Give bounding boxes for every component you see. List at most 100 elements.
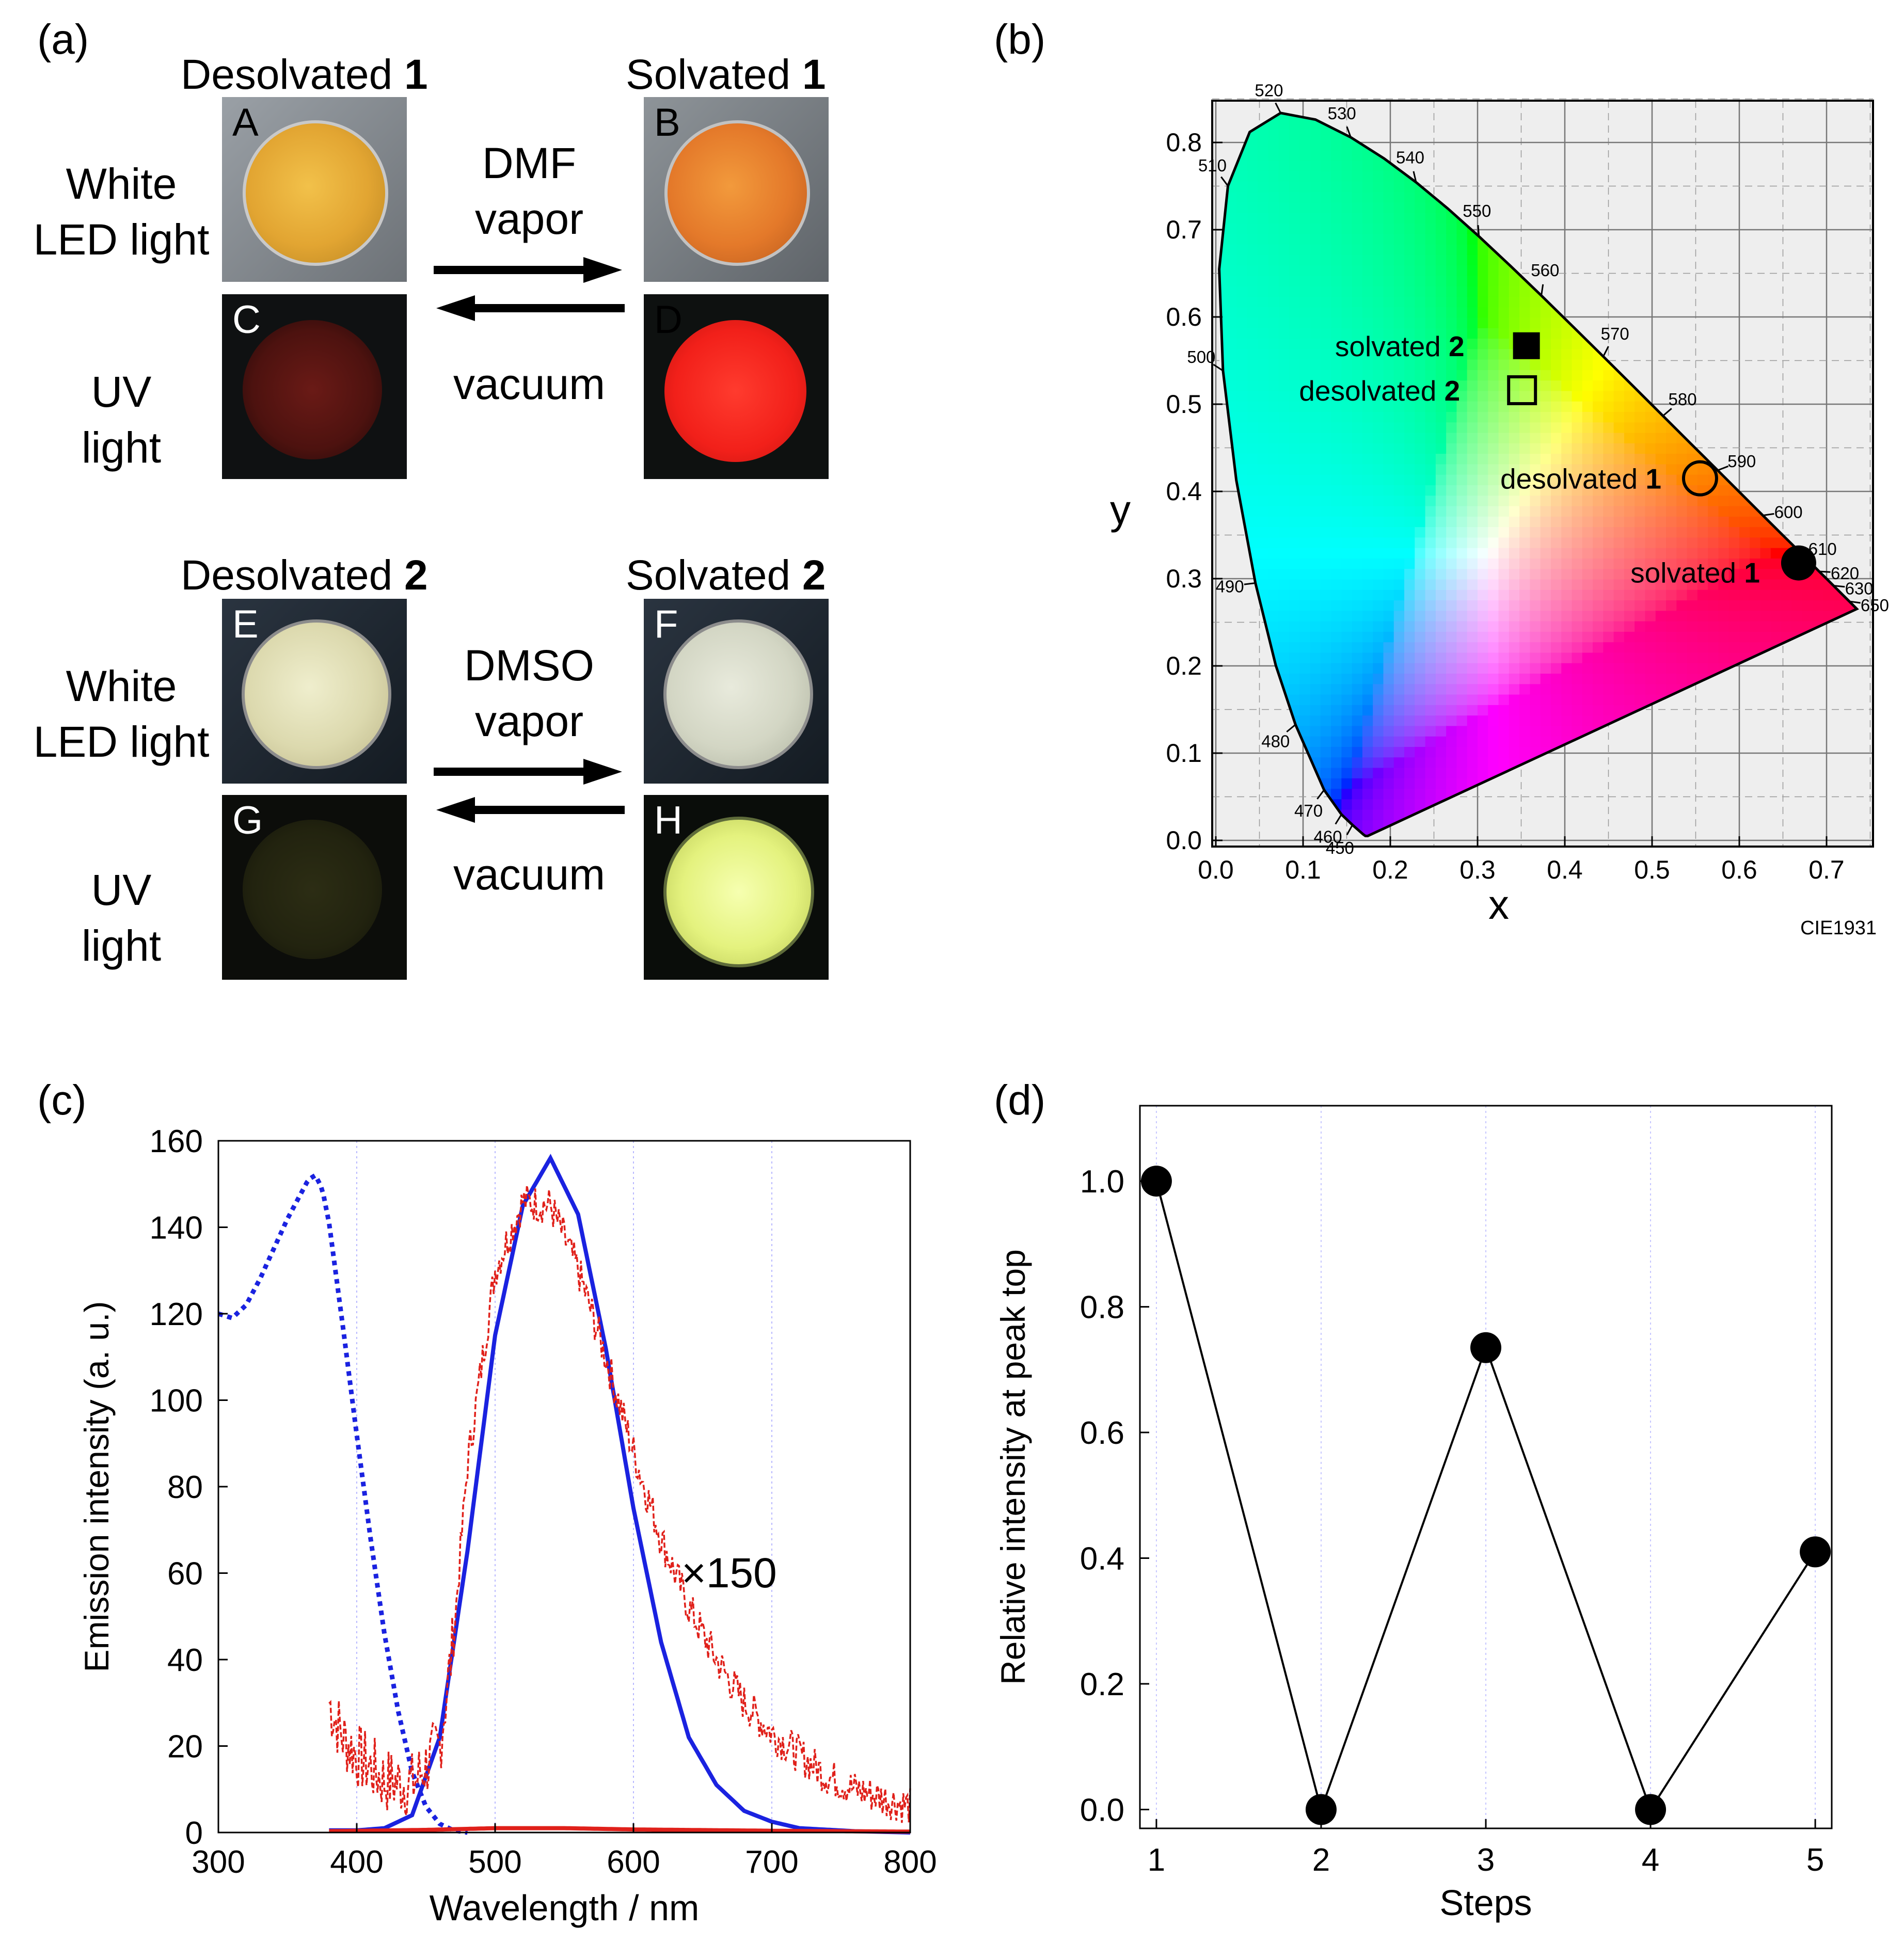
- gamut-cell: [1331, 704, 1342, 716]
- gamut-cell: [1278, 327, 1290, 339]
- gamut-cell: [1603, 589, 1615, 601]
- gamut-cell: [1770, 579, 1782, 590]
- gamut-cell: [1310, 579, 1322, 590]
- gamut-cell: [1362, 526, 1374, 538]
- gamut-cell: [1393, 244, 1405, 255]
- gamut-cell: [1550, 662, 1562, 674]
- gamut-cell: [1331, 641, 1342, 653]
- gamut-cell: [1247, 139, 1259, 151]
- gamut-cell: [1425, 725, 1437, 737]
- gamut-cell: [1268, 484, 1280, 496]
- gamut-cell: [1226, 338, 1238, 349]
- gamut-cell: [1530, 526, 1542, 538]
- gamut-cell: [1289, 317, 1300, 328]
- gamut-cell: [1383, 599, 1395, 611]
- gamut-cell: [1488, 756, 1500, 768]
- gamut-cell: [1310, 641, 1322, 653]
- gamut-cell: [1352, 620, 1363, 632]
- gamut-cell: [1530, 641, 1542, 653]
- gamut-cell: [1289, 296, 1300, 308]
- gamut-cell: [1268, 275, 1280, 286]
- gamut-cell: [1582, 568, 1594, 580]
- gamut-cell: [1572, 495, 1583, 506]
- gamut-cell: [1435, 254, 1447, 266]
- gamut-cell: [1247, 484, 1259, 496]
- gamut-cell: [1415, 673, 1426, 684]
- gamut-cell: [1550, 568, 1562, 580]
- gamut-cell: [1582, 369, 1594, 381]
- gamut-cell: [1550, 589, 1562, 601]
- gamut-cell: [1676, 516, 1688, 528]
- gamut-cell: [1425, 463, 1437, 475]
- gamut-cell: [1550, 736, 1562, 747]
- gamut-cell: [1488, 610, 1500, 622]
- gamut-cell: [1561, 662, 1573, 674]
- row-label-white-led-2: White LED light: [15, 658, 227, 770]
- photo-letter: F: [654, 602, 678, 646]
- gamut-cell: [1770, 620, 1782, 632]
- gamut-cell: [1624, 579, 1636, 590]
- gamut-cell: [1498, 704, 1510, 716]
- gamut-cell: [1415, 338, 1426, 349]
- gamut-cell: [1247, 390, 1259, 402]
- gamut-cell: [1373, 306, 1384, 318]
- gamut-cell: [1258, 244, 1269, 255]
- gamut-cell: [1488, 474, 1500, 485]
- gamut-cell: [1456, 244, 1468, 255]
- gamut-cell: [1268, 442, 1280, 454]
- gamut-cell: [1530, 495, 1542, 506]
- gamut-cell: [1550, 484, 1562, 496]
- gamut-cell: [1268, 536, 1280, 548]
- gamut-cell: [1645, 432, 1657, 443]
- gamut-cell: [1425, 620, 1437, 632]
- gamut-cell: [1331, 327, 1342, 339]
- gamut-cell: [1404, 589, 1416, 601]
- gamut-cell: [1540, 463, 1552, 475]
- gamut-cell: [1320, 579, 1332, 590]
- gamut-cell: [1498, 275, 1510, 286]
- arrow-label-line: DMF: [482, 139, 576, 187]
- gamut-cell: [1415, 421, 1426, 433]
- gamut-cell: [1603, 401, 1615, 412]
- gamut-cell: [1718, 557, 1730, 569]
- gamut-cell: [1750, 516, 1762, 528]
- gamut-cell: [1613, 557, 1625, 569]
- gamut-cell: [1310, 631, 1322, 643]
- gamut-cell: [1383, 411, 1395, 423]
- gamut-cell: [1362, 725, 1374, 737]
- gamut-cell: [1728, 641, 1740, 653]
- gamut-cell: [1331, 756, 1342, 768]
- gamut-cell: [1393, 788, 1405, 800]
- gamut-cell: [1383, 631, 1395, 643]
- gamut-cell: [1708, 557, 1719, 569]
- gamut-cell: [1310, 673, 1322, 684]
- gamut-cell: [1488, 746, 1500, 758]
- gamut-cell: [1393, 756, 1405, 768]
- gamut-cell: [1299, 495, 1311, 506]
- gamut-cell: [1362, 568, 1374, 580]
- gamut-cell: [1331, 139, 1342, 151]
- gamut-cell: [1247, 181, 1259, 193]
- gamut-cell: [1404, 369, 1416, 381]
- gamut-cell: [1593, 379, 1604, 391]
- gamut-cell: [1415, 589, 1426, 601]
- gamut-cell: [1331, 233, 1342, 245]
- gamut-cell: [1613, 379, 1625, 391]
- arrow-label-line: DMSO: [464, 641, 594, 690]
- gamut-cell: [1373, 547, 1384, 559]
- gamut-cell: [1509, 359, 1520, 370]
- gamut-cell: [1341, 212, 1353, 224]
- gamut-cell: [1320, 201, 1332, 213]
- gamut-cell: [1247, 306, 1259, 318]
- gamut-cell: [1299, 505, 1311, 517]
- gamut-cell: [1258, 547, 1269, 559]
- gamut-cell: [1624, 568, 1636, 580]
- gamut-cell: [1299, 359, 1311, 370]
- gamut-cell: [1268, 160, 1280, 171]
- arrow-label-dmso-vapor: DMSO vapor: [431, 638, 627, 749]
- gamut-cell: [1289, 379, 1300, 391]
- gamut-cell: [1519, 495, 1531, 506]
- gamut-cell: [1687, 620, 1699, 632]
- gamut-cell: [1383, 275, 1395, 286]
- gamut-cell: [1383, 348, 1395, 360]
